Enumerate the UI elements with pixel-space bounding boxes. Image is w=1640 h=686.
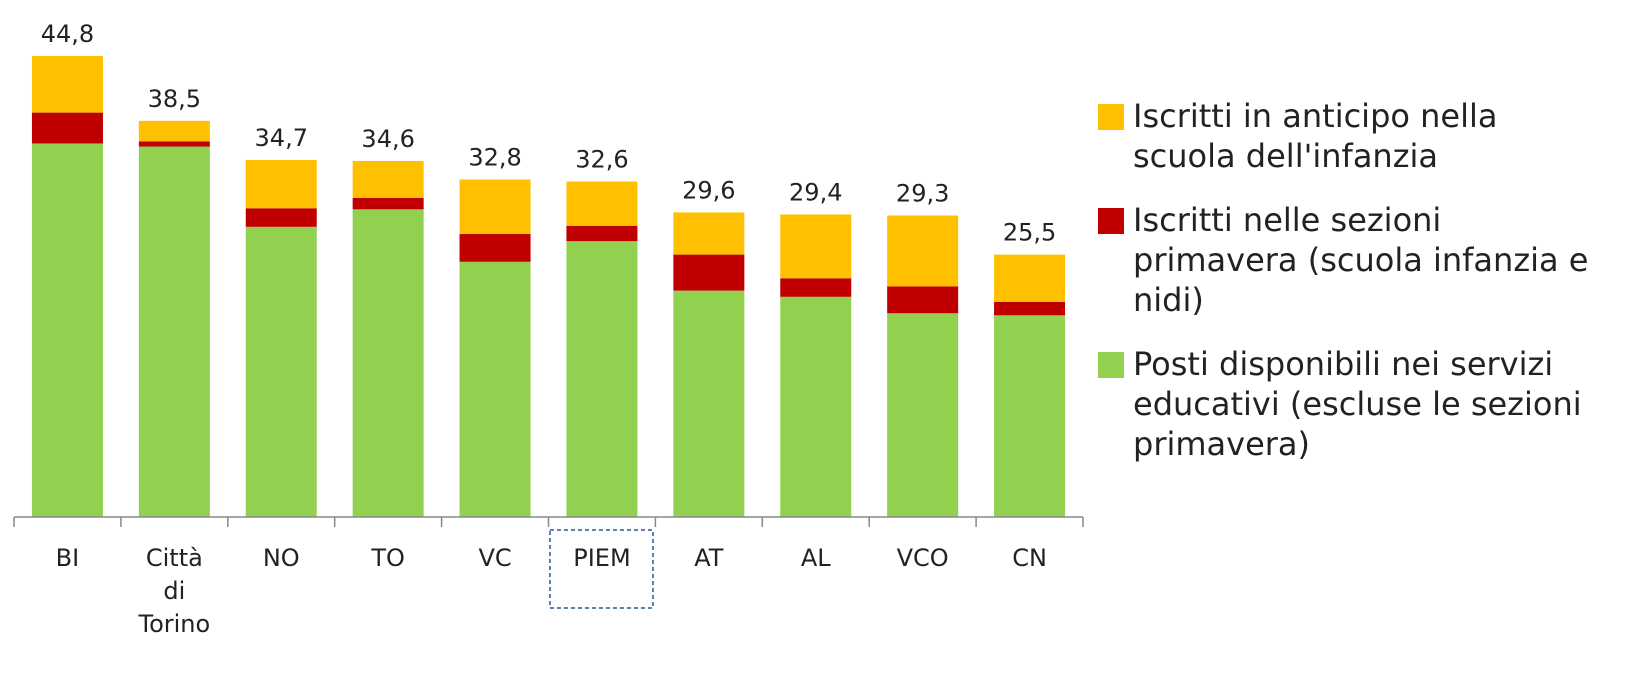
bar-segment bbox=[352, 160, 424, 199]
x-tick-label: BI bbox=[56, 544, 80, 572]
x-tick-label: Città di Torino bbox=[137, 544, 210, 638]
legend-item: Iscritti nelle sezioni primavera (scuola… bbox=[1098, 200, 1638, 320]
legend-label: Iscritti nelle sezioni primavera (scuola… bbox=[1133, 201, 1589, 319]
total-label: 25,5 bbox=[1003, 219, 1056, 247]
bar-segment bbox=[138, 120, 210, 142]
legend-label: Iscritti in anticipo nella scuola dell'i… bbox=[1133, 97, 1498, 175]
bar-segment bbox=[887, 313, 959, 517]
x-tick-label: AT bbox=[694, 544, 724, 572]
bar-segment bbox=[245, 208, 317, 227]
total-label: 44,8 bbox=[41, 20, 94, 48]
total-label: 32,8 bbox=[468, 143, 521, 171]
total-label: 29,3 bbox=[896, 179, 949, 207]
total-label: 38,5 bbox=[148, 85, 201, 113]
x-tick-label: VC bbox=[478, 544, 511, 572]
bar-segment bbox=[994, 315, 1066, 517]
legend-item: Iscritti in anticipo nella scuola dell'i… bbox=[1098, 96, 1638, 176]
bar-segment bbox=[31, 143, 103, 517]
bar-segment bbox=[352, 209, 424, 517]
bar-segment bbox=[459, 261, 531, 517]
x-tick-label: CN bbox=[1012, 544, 1047, 572]
bar-segment bbox=[459, 179, 531, 235]
bar-segment bbox=[780, 278, 852, 297]
bar-segment bbox=[352, 198, 424, 210]
bar-segment bbox=[566, 181, 638, 226]
bar-segment bbox=[994, 301, 1066, 316]
bar-segment bbox=[31, 56, 103, 113]
x-tick-label: VCO bbox=[897, 544, 949, 572]
bar-segment bbox=[673, 254, 745, 291]
highlight-box bbox=[549, 529, 654, 609]
bar-segment bbox=[138, 146, 210, 517]
bar-segment bbox=[138, 141, 210, 147]
bar-segment bbox=[887, 286, 959, 314]
bar-segment bbox=[673, 212, 745, 255]
bar-segment bbox=[566, 225, 638, 242]
total-label: 34,6 bbox=[361, 125, 414, 153]
legend-item: Posti disponibili nei servizi educativi … bbox=[1098, 344, 1638, 464]
legend-swatch bbox=[1098, 208, 1124, 234]
total-label: 32,6 bbox=[575, 146, 628, 174]
total-label: 29,6 bbox=[682, 176, 735, 204]
bar-segment bbox=[245, 226, 317, 518]
x-tick-label: PIEM bbox=[573, 544, 630, 572]
chart: 44,8 BI 38,5 Città di Torino 34,7 NO 34,6 TO 32,8 V… bbox=[13, 20, 1084, 638]
bar-segment bbox=[673, 290, 745, 517]
legend-swatch bbox=[1098, 104, 1124, 130]
legend: Iscritti in anticipo nella scuola dell'i… bbox=[1098, 96, 1638, 488]
total-label: 34,7 bbox=[255, 124, 308, 152]
x-tick-label: TO bbox=[370, 544, 405, 572]
bar-segment bbox=[994, 254, 1066, 302]
bar-segment bbox=[459, 234, 531, 262]
legend-swatch bbox=[1098, 352, 1124, 378]
x-tick-label: NO bbox=[263, 544, 300, 572]
bar-segment bbox=[245, 159, 317, 209]
x-tick-label: AL bbox=[801, 544, 831, 572]
bar-segment bbox=[31, 112, 103, 144]
bar-segment bbox=[780, 296, 852, 517]
legend-label: Posti disponibili nei servizi educativi … bbox=[1133, 345, 1582, 463]
bar-segment bbox=[887, 215, 959, 287]
bar-segment bbox=[566, 241, 638, 518]
bar-segment bbox=[780, 214, 852, 279]
total-label: 29,4 bbox=[789, 178, 842, 206]
